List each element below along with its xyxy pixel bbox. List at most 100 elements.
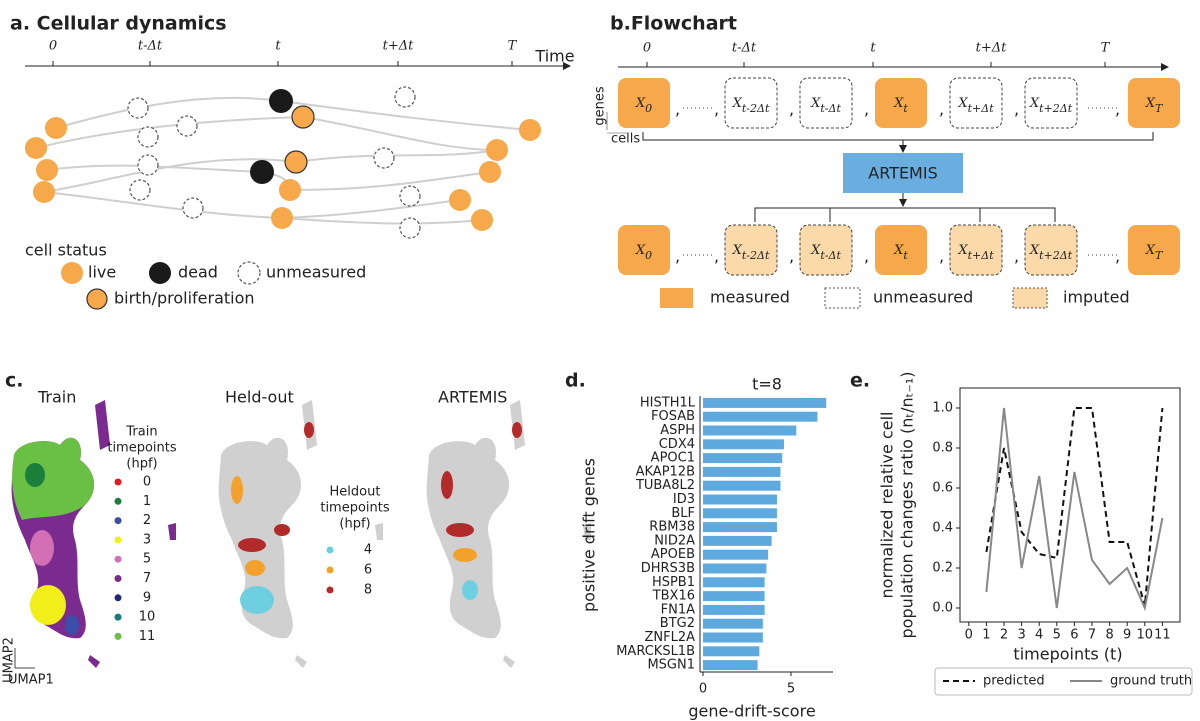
- axis-label: genes: [593, 86, 608, 125]
- legend-dot: [326, 566, 334, 574]
- matrix-box: [618, 78, 670, 128]
- separator: ,: [1014, 247, 1019, 266]
- x-tick-label: 8: [1105, 628, 1113, 643]
- timeline-label: t-Δt: [732, 41, 757, 56]
- legend-dot: [326, 546, 334, 554]
- x-tick-label: 2: [1000, 628, 1008, 643]
- separator: ,: [675, 247, 680, 266]
- bar: [703, 453, 783, 464]
- legend-label: predicted: [983, 674, 1045, 689]
- umap-axes: [14, 648, 35, 669]
- legend-label: 9: [143, 590, 151, 605]
- x-axis-label: timepoints (t): [1013, 645, 1122, 664]
- timeline-label: t+Δt: [976, 41, 1008, 56]
- matrix-label: Xt: [893, 96, 908, 116]
- legend-dot: [114, 497, 122, 505]
- matrix-label: Xt-2Δt: [732, 96, 770, 116]
- matrix-box: [1024, 77, 1078, 129]
- legend-label: 1: [143, 494, 151, 509]
- y-tick-label: BTG2: [660, 616, 695, 631]
- timeline-label: t+Δt: [383, 39, 415, 54]
- legend-title: (hpf): [126, 457, 157, 472]
- matrix-main: X: [1029, 96, 1040, 111]
- panel-title: a. Cellular dynamics: [10, 13, 227, 35]
- y-tick-label: 0.0: [932, 601, 953, 616]
- separator: ,: [675, 100, 680, 119]
- matrix-box: [724, 77, 778, 129]
- matrix-box: [724, 224, 778, 276]
- legend-label: unmeasured: [873, 288, 973, 307]
- x-tick-label: 5: [787, 682, 795, 697]
- matrix-sub: t-2Δt: [742, 102, 770, 115]
- y-tick-label: MARCKSL1B: [616, 644, 695, 659]
- matrix-box: [875, 225, 927, 275]
- matrix-sub: T: [1155, 102, 1164, 115]
- matrix-main: X: [1145, 243, 1156, 258]
- matrix-box: [799, 224, 853, 276]
- y-tick-label: RBM38: [649, 520, 695, 535]
- legend-swatch: [1012, 287, 1048, 309]
- matrix-label: Xt-Δt: [810, 243, 841, 263]
- timeline-label: t: [275, 39, 281, 54]
- matrix-sub: t: [903, 102, 908, 115]
- matrix-label: Xt+2Δt: [1029, 243, 1073, 263]
- chart-title: t=8: [752, 375, 782, 394]
- legend-label: ground truth: [1110, 674, 1192, 689]
- legend-label: dead: [178, 263, 218, 282]
- umap-title: ARTEMIS: [438, 388, 507, 407]
- matrix-sub: T: [1155, 249, 1164, 262]
- bar: [703, 535, 772, 546]
- matrix-box: [949, 224, 1003, 276]
- matrix-box: [799, 77, 853, 129]
- y-axis-label: population changes ratio (nₜ/nₜ₋₁): [898, 372, 917, 639]
- legend-title: (hpf): [339, 517, 370, 532]
- y-tick-label: APOEB: [651, 547, 695, 562]
- matrix-label: Xt+2Δt: [1029, 96, 1073, 116]
- matrix-label: XT: [1145, 243, 1164, 263]
- legend-dot: [114, 632, 122, 640]
- panel-label: e.: [850, 370, 870, 392]
- y-tick-label: NID2A: [654, 533, 695, 548]
- matrix-main: X: [957, 96, 968, 111]
- bar: [703, 522, 777, 533]
- x-tick-label: 5: [1053, 628, 1061, 643]
- y-tick-label: BLF: [671, 506, 695, 521]
- axis-label: UMAP2: [2, 637, 17, 683]
- legend-title: timepoints: [320, 501, 390, 516]
- matrix-main: X: [810, 96, 821, 111]
- legend-label: 6: [364, 563, 372, 578]
- matrix-label: X0: [635, 96, 652, 116]
- matrix-box: [949, 77, 1003, 129]
- matrix-label: XT: [1145, 96, 1164, 116]
- legend-label: measured: [710, 288, 790, 307]
- x-tick-label: 4: [1035, 628, 1043, 643]
- timeline-label: 0: [49, 39, 57, 54]
- legend-label: birth/proliferation: [114, 289, 255, 308]
- separator: ,: [864, 100, 869, 119]
- y-tick-label: MSGN1: [647, 658, 695, 673]
- legend-label: 7: [143, 571, 151, 586]
- legend-dot: [114, 536, 122, 544]
- separator: ,: [1115, 100, 1120, 119]
- matrix-label: Xt+Δt: [957, 243, 994, 263]
- x-axis-label: gene-drift-score: [688, 702, 815, 721]
- axis-label: cells: [611, 132, 640, 147]
- matrix-box: [1024, 224, 1078, 276]
- x-tick-label: 9: [1123, 628, 1131, 643]
- matrix-sub: 0: [645, 102, 652, 115]
- panel-label: d.: [565, 370, 586, 392]
- bar: [703, 439, 784, 450]
- matrix-box: [618, 225, 670, 275]
- bar: [703, 411, 818, 422]
- bar: [703, 494, 777, 505]
- separator: ,: [939, 100, 944, 119]
- y-tick-label: 0.4: [932, 521, 953, 536]
- y-tick-label: ZNFL2A: [644, 630, 695, 645]
- matrix-main: X: [635, 243, 646, 258]
- x-tick-label: 11: [1154, 628, 1171, 643]
- matrix-main: X: [732, 96, 743, 111]
- legend-dot: [114, 594, 122, 602]
- axis-label: UMAP1: [8, 673, 54, 688]
- matrix-sub: t-Δt: [820, 249, 841, 262]
